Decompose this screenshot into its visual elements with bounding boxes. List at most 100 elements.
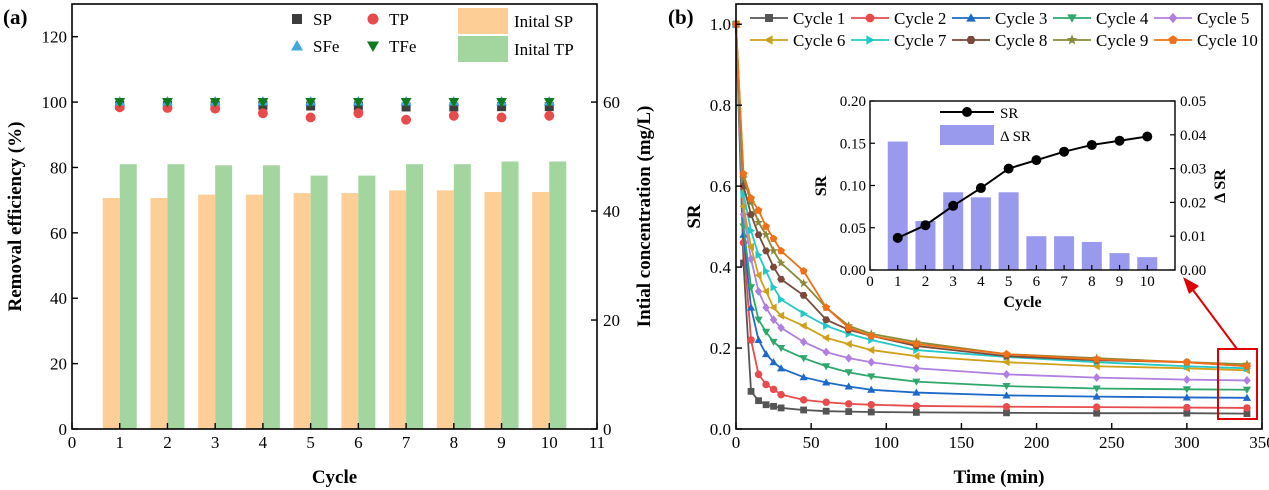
legend-label-cycle-1: Cycle 1 <box>793 9 845 28</box>
bar-inital-tp <box>310 175 328 429</box>
plot-frame <box>71 3 598 430</box>
inset-y-tick-label: 0.00 <box>840 263 866 279</box>
point-tfe <box>448 98 460 108</box>
bar-inital-tp <box>501 161 519 429</box>
point-cycle-5 <box>1002 369 1011 379</box>
inset-bar-delta-sr <box>1109 253 1130 270</box>
point-cycle-3 <box>769 358 778 366</box>
point-cycle-1 <box>740 259 747 267</box>
point-cycle-5 <box>912 363 921 373</box>
legend-marker-tp <box>367 13 379 25</box>
point-tfe <box>114 98 126 108</box>
point-cycle-3 <box>1182 393 1191 401</box>
y2-axis-label: Intial concentration (mg/L) <box>634 106 655 328</box>
y-tick-label: 0.8 <box>710 96 731 115</box>
legend-label-sfe: SFe <box>313 37 339 56</box>
point-cycle-1 <box>1243 410 1251 418</box>
inset-x-tick-label: 8 <box>1088 274 1096 290</box>
point-tp <box>210 103 221 114</box>
inset-bar-delta-sr <box>915 220 936 270</box>
y-tick-label: 0.4 <box>710 258 732 277</box>
point-cycle-1 <box>755 397 762 405</box>
point-cycle-10 <box>867 331 876 340</box>
bar-inital-tp <box>358 175 376 429</box>
panel-b: 0501001502002503003500.00.20.40.60.81.0T… <box>668 3 1269 488</box>
point-tp <box>448 110 459 121</box>
point-cycle-4 <box>1182 386 1191 394</box>
point-cycle-6 <box>799 321 807 330</box>
point-cycle-9 <box>738 173 749 182</box>
point-cycle-9 <box>754 217 764 227</box>
point-cycle-4 <box>1002 383 1011 391</box>
series-line-cycle-4 <box>735 24 1247 391</box>
point-cycle-3 <box>761 350 771 358</box>
bar-inital-sp <box>532 191 550 429</box>
point-tp <box>353 108 364 119</box>
series-line-cycle-1 <box>735 24 1247 415</box>
point-cycle-10 <box>1243 362 1251 370</box>
bar-inital-sp <box>389 190 407 429</box>
point-tfe <box>352 98 364 108</box>
point-cycle-3 <box>867 385 876 393</box>
point-cycle-1 <box>1183 409 1191 417</box>
point-cycle-10 <box>1182 358 1191 366</box>
point-cycle-3 <box>1092 392 1101 400</box>
point-tfe <box>209 98 221 108</box>
inset-y2-tick-label: 0.05 <box>1180 94 1206 110</box>
point-cycle-5 <box>777 323 785 333</box>
point-tfe <box>162 98 173 108</box>
point-cycle-3 <box>822 378 831 386</box>
bar-inital-sp <box>198 194 216 429</box>
inset-y2-axis-label: Δ SR <box>1212 169 1229 203</box>
point-cycle-6 <box>844 339 852 349</box>
inset-bar-delta-sr <box>1137 257 1158 270</box>
point-tfe <box>400 98 412 108</box>
point-cycle-6 <box>754 271 762 280</box>
point-cycle-8 <box>747 211 755 218</box>
y-tick-label: 120 <box>42 28 68 47</box>
point-cycle-3 <box>799 373 808 381</box>
inset-point-sr <box>975 183 986 194</box>
legend-label-tp: TP <box>389 10 409 29</box>
point-cycle-10 <box>754 206 763 214</box>
point-cycle-5 <box>799 337 808 347</box>
inset-x-tick-label: 9 <box>1116 274 1124 290</box>
point-cycle-6 <box>777 311 785 320</box>
point-cycle-7 <box>747 226 756 235</box>
y-tick-label: 0.6 <box>710 177 731 196</box>
point-cycle-2 <box>1092 403 1101 411</box>
bar-inital-sp <box>484 191 502 429</box>
x-tick-label: 8 <box>450 433 459 452</box>
legend-marker-cycle-2 <box>865 13 875 23</box>
x-tick-label: 4 <box>259 433 268 452</box>
series-line-cycle-6 <box>735 24 1248 372</box>
point-cycle-1 <box>845 408 853 415</box>
point-cycle-3 <box>1242 393 1252 401</box>
point-cycle-1 <box>770 402 777 410</box>
inset-y-tick-label: 0.10 <box>840 179 866 195</box>
bar-inital-sp <box>245 194 263 429</box>
inset-bar-delta-sr <box>943 192 964 270</box>
y-tick-label: 100 <box>42 93 68 112</box>
x-axis-label: Time (min) <box>954 467 1045 488</box>
legend-label-cycle-2: Cycle 2 <box>894 9 946 28</box>
point-cycle-6 <box>912 352 920 361</box>
point-cycle-2 <box>1002 402 1011 411</box>
legend-label-cycle-3: Cycle 3 <box>995 9 1047 28</box>
inset-bar-delta-sr <box>970 197 991 270</box>
inset-bar-delta-sr <box>1081 241 1102 270</box>
inset-point-sr <box>892 232 903 243</box>
point-cycle-8 <box>777 275 785 283</box>
bar-inital-tp <box>549 161 567 429</box>
x-tick-label: 100 <box>874 433 900 452</box>
point-cycle-8 <box>762 247 770 255</box>
inset-point-sr <box>1114 135 1125 146</box>
bar-inital-sp <box>436 190 454 429</box>
point-cycle-5 <box>867 357 875 367</box>
x-tick-label: 9 <box>497 433 506 452</box>
panel-a: 0 1 2 3 4 5 6 7 8 9 10 110204060801001200204060Cycl… <box>3 3 655 488</box>
point-tp <box>257 108 268 119</box>
legend-label-cycle-9: Cycle 9 <box>1096 31 1148 50</box>
point-cycle-6 <box>867 345 875 355</box>
point-cycle-10 <box>822 303 831 311</box>
